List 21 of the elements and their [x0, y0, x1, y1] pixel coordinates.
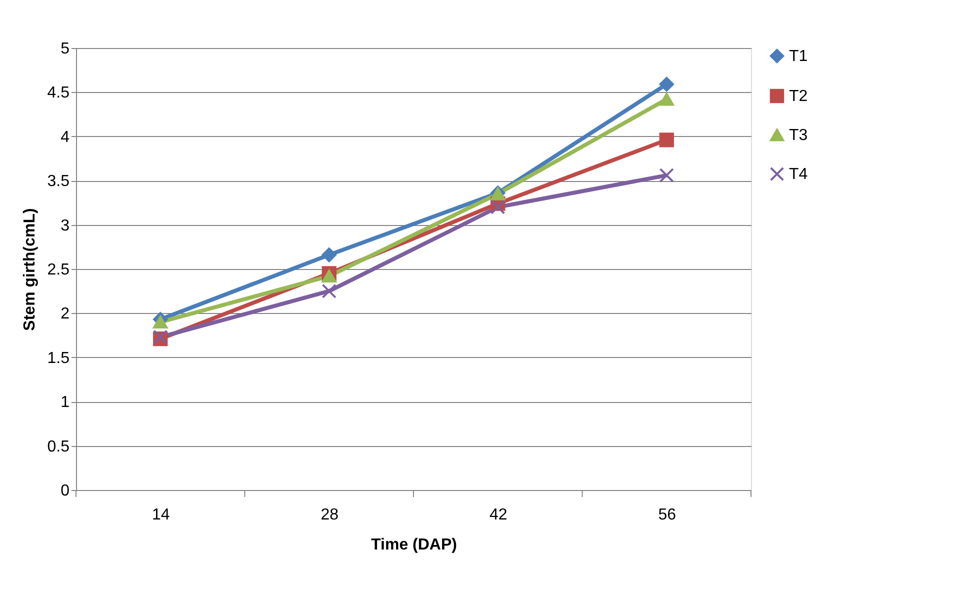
legend-label: T1: [789, 48, 808, 65]
y-tick-label: 1: [60, 394, 70, 412]
legend-label: T4: [789, 166, 808, 183]
y-tick-label: 2.5: [47, 262, 70, 278]
y-tick-label: 3: [60, 217, 70, 234]
x-axis-title: Time (DAP): [371, 536, 457, 554]
y-tick-label: 0.5: [47, 438, 70, 456]
y-tick-label: 4: [60, 128, 70, 146]
legend-label: T3: [789, 127, 808, 144]
legend-label: T2: [789, 88, 808, 105]
x-tick-label: 42: [489, 506, 508, 524]
x-tick-label: 28: [320, 506, 339, 524]
y-tick-label: 5: [60, 40, 70, 58]
y-tick-label: 1.5: [47, 350, 70, 367]
y-axis-title: Stem girth(cmL): [21, 208, 38, 331]
x-tick-label: 14: [152, 506, 170, 524]
y-tick-label: 3.5: [47, 173, 70, 190]
y-tick-label: 4.5: [47, 84, 70, 102]
y-tick-label: 2: [60, 306, 70, 323]
x-tick-label: 56: [658, 506, 676, 524]
y-tick-label: 0: [60, 482, 70, 500]
